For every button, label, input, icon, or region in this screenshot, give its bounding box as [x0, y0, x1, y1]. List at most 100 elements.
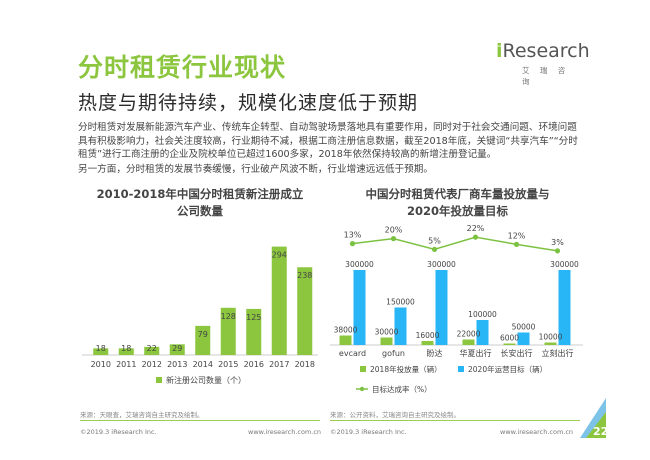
page-subtitle: 热度与期待持续，规模化速度低于预期: [78, 92, 419, 114]
value-label-2020: 300000: [427, 260, 456, 269]
bar-2011: [118, 348, 134, 355]
x-tick-label: 华夏出行: [460, 348, 492, 358]
x-tick-label: 长安出行: [501, 348, 533, 358]
bar-2018-盼达: [421, 341, 434, 345]
x-tick-label: 立刻出行: [542, 348, 574, 358]
value-label-2018: 30000: [375, 328, 399, 337]
rate-label: 13%: [344, 231, 362, 240]
bar-value-label: 238: [297, 271, 312, 280]
footer-divider-right: [330, 420, 580, 421]
bar-2015: [220, 307, 236, 355]
value-label-2018: 22000: [457, 330, 481, 339]
value-label-2020: 150000: [386, 298, 415, 307]
value-label-2020: 100000: [468, 310, 497, 319]
value-label-2018: 6000: [500, 334, 519, 343]
bar-2013: [169, 344, 185, 355]
legend-label-2018: 2018年投放量（辆）: [370, 364, 442, 374]
source-note-left: 来源：天眼查，艾瑞咨询自主研究及绘制。: [80, 411, 204, 419]
legend-swatch-2020: [458, 366, 464, 372]
vehicle-fleet-chart: 38000 300000 evcard 30000 150000 gofun 16000 30…: [330, 225, 583, 394]
x-tick-label: 2014: [193, 360, 213, 369]
bar-2018: [297, 267, 313, 355]
bar-value-label: 128: [221, 312, 236, 321]
value-label-2020: 300000: [550, 260, 579, 269]
iresearch-logo: iResearch 艾 瑞 咨 询: [496, 40, 590, 86]
x-tick-label: evcard: [339, 349, 366, 358]
footer-copyright-right: ©2019.3 iResearch Inc.: [330, 428, 407, 436]
footer-divider-left: [80, 420, 320, 421]
bar-2010: [93, 348, 109, 355]
bar-2020-target-立刻出行: [558, 270, 571, 345]
bar-2020-target-gofun: [394, 307, 407, 345]
x-tick-label: 2017: [269, 360, 289, 369]
rate-point: [431, 246, 438, 252]
rate-label: 3%: [551, 238, 564, 247]
legend-swatch-2018: [360, 366, 366, 372]
bar-2016: [246, 308, 262, 355]
rate-point: [390, 236, 397, 242]
source-note-right: 来源：公开资料，艾瑞咨询自主研究及绘制。: [330, 411, 460, 419]
registration-bar-chart: 18 2010 18 2011 22 2012 29 2013 79 2014 128 2015 125…: [82, 246, 318, 385]
logo-subtitle: 艾 瑞 咨 询: [522, 66, 570, 86]
bar-value-label: 79: [198, 330, 208, 339]
legend-label: 新注册公司数量（个）: [166, 375, 246, 385]
footer-copyright-left: ©2019.3 iResearch Inc.: [80, 428, 157, 436]
rate-point: [554, 248, 561, 254]
bar-value-label: 29: [172, 344, 182, 353]
x-tick-label: 2011: [116, 360, 136, 369]
body-paragraph-2: 另一方面，分时租赁的发展节奏缓慢，行业破产风波不断，行业增速远远低于预期。: [78, 164, 433, 175]
bar-2014: [195, 325, 211, 355]
bar-value-label: 18: [121, 344, 131, 353]
value-label-2018: 16000: [416, 331, 440, 340]
legend-marker-rate: [359, 386, 365, 392]
bar-2020-target-evcard: [353, 270, 366, 345]
page-corner-triangle: [580, 398, 606, 438]
value-label-2020: 300000: [345, 260, 374, 269]
bar-2018-gofun: [380, 337, 393, 345]
rate-label: 20%: [385, 226, 403, 235]
bar-2018-华夏出行: [462, 339, 475, 345]
rate-label: 5%: [428, 236, 441, 245]
value-label-2020: 50000: [512, 323, 536, 332]
footer-url-right: www.iresearch.com.cn: [500, 428, 574, 436]
bar-2020-target-长安出行: [517, 332, 530, 345]
x-tick-label: 2018: [295, 360, 315, 369]
rate-point: [349, 241, 356, 247]
rate-label: 12%: [508, 231, 526, 240]
x-tick-label: 2012: [142, 360, 162, 369]
x-tick-label: 2015: [218, 360, 238, 369]
bar-2012: [144, 346, 160, 355]
legend-label-2020: 2020年运营目标（辆）: [468, 364, 547, 374]
page-number: 22: [593, 425, 609, 438]
bar-2018-evcard: [339, 335, 352, 345]
bar-value-label: 294: [272, 251, 287, 260]
chart1-title: 2010-2018年中国分时租赁新注册成立 公司数量: [80, 186, 320, 220]
footer-url-left: www.iresearch.com.cn: [248, 428, 322, 436]
bar-value-label: 125: [246, 313, 261, 322]
chart2-title-line1: 中国分时租赁代表厂商车量投放量与: [365, 187, 550, 201]
page-title: 分时租赁行业现状: [78, 53, 287, 82]
x-tick-label: gofun: [382, 349, 405, 358]
chart1-title-line2: 公司数量: [177, 204, 223, 218]
rate-line: [352, 236, 558, 252]
bar-2020-target-盼达: [435, 270, 448, 345]
chart1-title-line1: 2010-2018年中国分时租赁新注册成立: [96, 187, 304, 201]
x-tick-label: 2016: [244, 360, 264, 369]
bar-2018-长安出行: [503, 343, 516, 345]
value-label-2018: 10000: [539, 333, 563, 342]
logo-wordmark: iResearch: [496, 40, 590, 62]
x-tick-label: 2013: [167, 360, 187, 369]
chart2-title: 中国分时租赁代表厂商车量投放量与 2020年投放量目标: [330, 186, 585, 220]
bar-2020-target-华夏出行: [476, 320, 489, 345]
rate-point: [472, 234, 479, 240]
body-paragraph-1: 分时租赁对发展新能源汽车产业、传统车企转型、自动驾驶场景落地具有重要作用，同时对…: [78, 122, 578, 161]
legend-swatch: [156, 377, 162, 383]
bar-2018-立刻出行: [544, 342, 557, 345]
rate-label: 22%: [467, 225, 485, 233]
value-label-2018: 38000: [334, 326, 358, 335]
x-tick-label: 盼达: [427, 348, 443, 358]
rate-point: [513, 241, 520, 247]
chart2-title-line2: 2020年投放量目标: [406, 204, 508, 218]
x-tick-label: 2010: [91, 360, 111, 369]
bar-value-label: 22: [147, 344, 157, 353]
